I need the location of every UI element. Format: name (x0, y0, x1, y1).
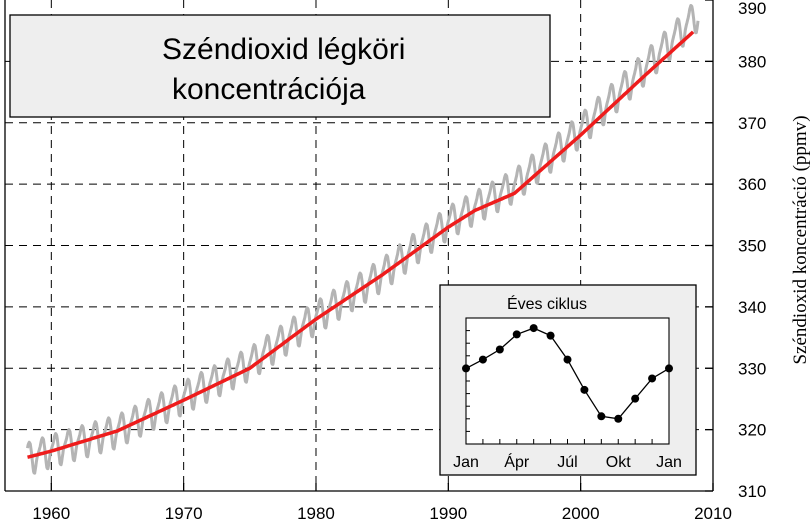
y-tick-label: 330 (738, 359, 766, 378)
inset-point (512, 330, 521, 339)
inset-ticks (465, 330, 670, 444)
inset-x-tick-labels: Jan Ápr Júl Okt Jan (453, 452, 682, 471)
inset-series (462, 324, 673, 423)
x-tick-label: 2010 (694, 504, 732, 523)
inset-x-tick-label: Ápr (504, 452, 530, 471)
y-tick-label: 320 (738, 421, 766, 440)
trend-series (27, 30, 695, 459)
inset-chart: Éves ciklus Jan Ápr Júl Okt Jan (439, 284, 697, 476)
inset-point (597, 412, 606, 421)
y-axis-label: Széndioxid koncentráció (ppmv) (790, 115, 811, 364)
inset-x-tick-label: Jan (656, 454, 682, 471)
inset-point (665, 364, 673, 373)
title-box: Széndioxid légköri koncentrációja (9, 14, 551, 118)
inset-title: Éves ciklus (507, 294, 587, 313)
x-axis-ticks: 1960 1970 1980 1990 2000 2010 (32, 483, 732, 523)
y-tick-label: 350 (738, 237, 766, 256)
inset-point (529, 324, 538, 333)
y-tick-label: 310 (738, 482, 766, 501)
inset-x-tick-label: Jan (453, 454, 479, 471)
inset-point (495, 345, 504, 354)
y-axis-ticks: 310 320 330 340 350 360 370 380 390 (705, 0, 766, 501)
inset-point (648, 374, 657, 383)
x-tick-label: 1990 (429, 504, 467, 523)
y-tick-label: 390 (738, 0, 766, 18)
inset-point (462, 364, 470, 373)
trend-series-line (27, 30, 695, 459)
inset-x-tick-label: Okt (606, 454, 631, 471)
y-tick-label: 360 (738, 175, 766, 194)
x-tick-label: 2000 (562, 504, 600, 523)
inset-x-tick-label: Júl (557, 454, 577, 471)
y-tick-label: 380 (738, 52, 766, 71)
inset-plot-area (465, 317, 670, 445)
chart-title-line-1: Széndioxid légköri (162, 33, 405, 66)
inset-point (580, 385, 589, 394)
y-tick-label: 340 (738, 298, 766, 317)
x-tick-label: 1980 (297, 504, 335, 523)
inset-point (478, 355, 487, 364)
inset-point (614, 414, 623, 423)
x-tick-label: 1960 (32, 504, 70, 523)
y-tick-label: 370 (738, 114, 766, 133)
inset-point (546, 331, 555, 340)
x-tick-label: 1970 (165, 504, 203, 523)
inset-point (631, 394, 640, 403)
chart-title-line-2: koncentrációja (172, 73, 366, 106)
inset-point (563, 355, 572, 364)
